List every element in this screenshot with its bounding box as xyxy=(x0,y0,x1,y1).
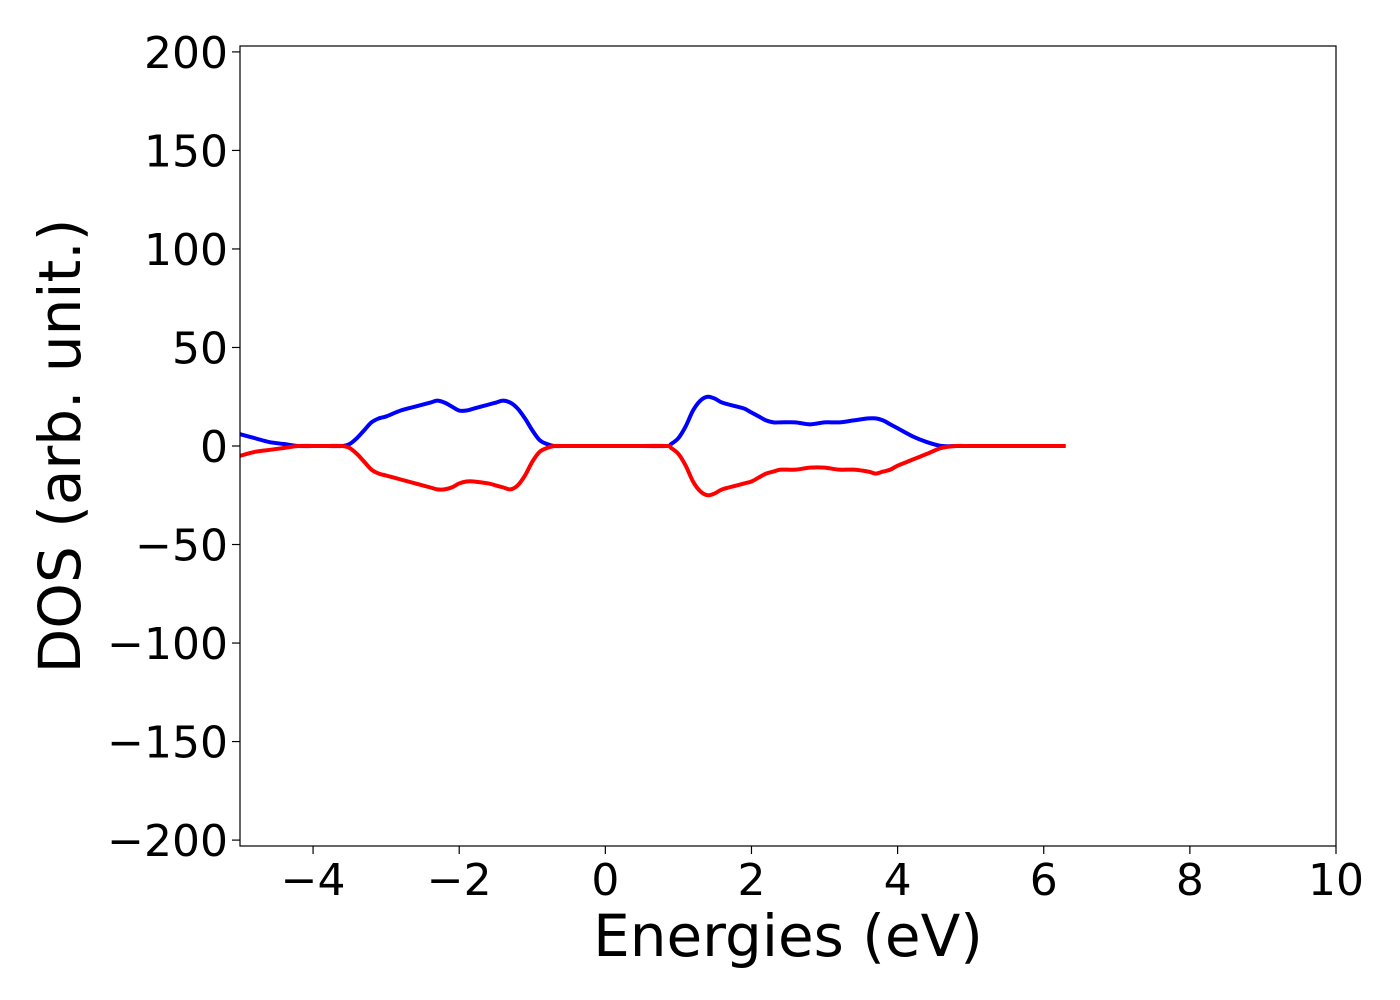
x-tick-label: −4 xyxy=(281,855,346,906)
y-tick-label: 100 xyxy=(144,225,228,276)
y-tick-label: 150 xyxy=(144,126,228,177)
x-tick-label: 0 xyxy=(591,855,619,906)
y-tick-label: −100 xyxy=(107,619,228,670)
x-tick-label: 4 xyxy=(884,855,912,906)
series-line-down xyxy=(240,443,1066,498)
y-axis-label: DOS (arb. unit.) xyxy=(26,219,94,674)
series-layer xyxy=(240,394,1066,498)
y-tick-label: 200 xyxy=(144,28,228,79)
y-axis: −200 −150 −100 −50 0 50 100 150 200 xyxy=(107,28,240,867)
x-tick-label: 6 xyxy=(1030,855,1058,906)
x-tick-label: 10 xyxy=(1308,855,1364,906)
series-line-up xyxy=(240,394,1066,449)
x-tick-label: 2 xyxy=(737,855,765,906)
y-tick-label: −150 xyxy=(107,718,228,769)
y-tick-label: −50 xyxy=(135,521,228,572)
y-tick-label: 0 xyxy=(200,422,228,473)
y-tick-label: −200 xyxy=(107,816,228,867)
x-axis-label: Energies (eV) xyxy=(593,902,983,970)
y-tick-label: 50 xyxy=(172,323,228,374)
plot-frame xyxy=(239,45,1337,847)
x-tick-label: 8 xyxy=(1176,855,1204,906)
x-axis: −4 −2 0 2 4 6 8 10 xyxy=(281,846,1364,906)
x-tick-label: −2 xyxy=(427,855,492,906)
